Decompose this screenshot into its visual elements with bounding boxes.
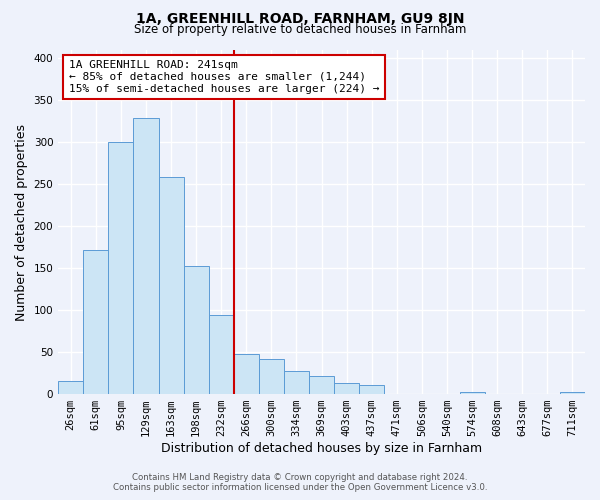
Bar (234, 354, 259, 394)
Bar (309, 376, 334, 394)
Text: Contains HM Land Registry data © Crown copyright and database right 2024.
Contai: Contains HM Land Registry data © Crown c… (113, 473, 487, 492)
Bar (133, 118, 158, 394)
Bar (284, 372, 309, 394)
X-axis label: Distribution of detached houses by size in Farnham: Distribution of detached houses by size … (161, 442, 482, 455)
Bar (460, 392, 485, 394)
Bar (560, 392, 585, 394)
Text: 1A, GREENHILL ROAD, FARNHAM, GU9 8JN: 1A, GREENHILL ROAD, FARNHAM, GU9 8JN (136, 12, 464, 26)
Bar (184, 266, 209, 394)
Bar (158, 176, 184, 394)
Bar (109, 142, 133, 394)
Text: 1A GREENHILL ROAD: 241sqm
← 85% of detached houses are smaller (1,244)
15% of se: 1A GREENHILL ROAD: 241sqm ← 85% of detac… (69, 60, 379, 94)
Bar (359, 385, 385, 394)
Bar (209, 315, 234, 394)
Bar (259, 359, 284, 394)
Bar (334, 383, 359, 394)
Bar (58, 382, 83, 394)
Text: Size of property relative to detached houses in Farnham: Size of property relative to detached ho… (134, 22, 466, 36)
Y-axis label: Number of detached properties: Number of detached properties (15, 124, 28, 320)
Bar (83, 250, 109, 394)
